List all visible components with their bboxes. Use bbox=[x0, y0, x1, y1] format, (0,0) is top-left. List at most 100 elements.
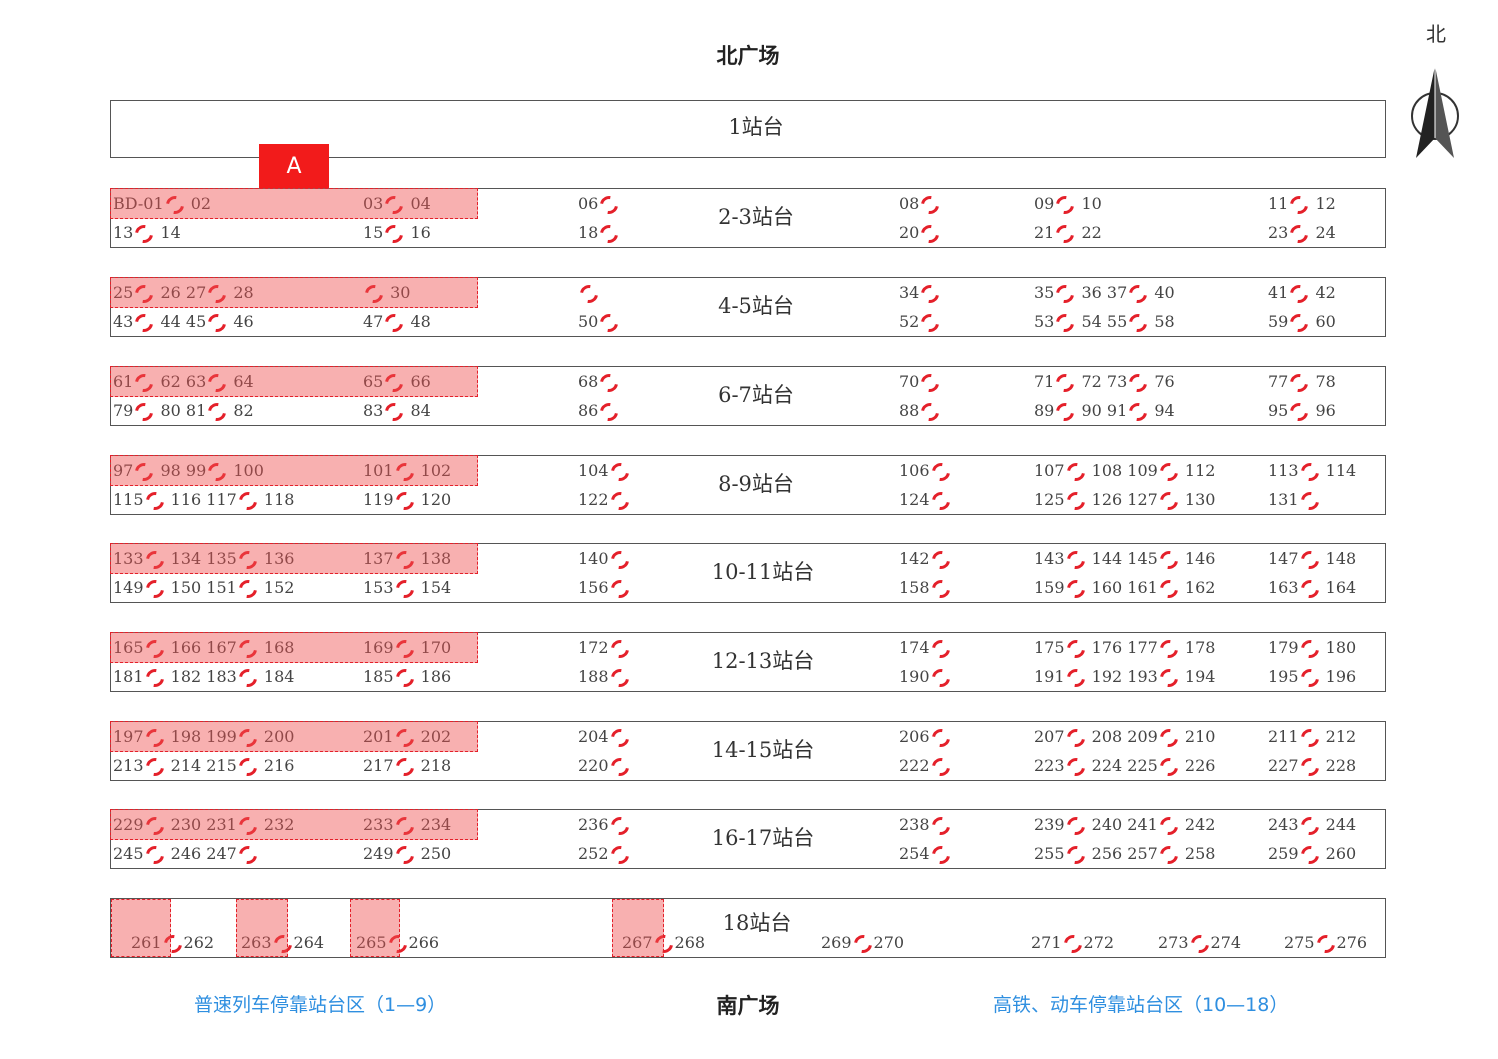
berth-number: 261 bbox=[131, 933, 162, 952]
berth-number: 16 bbox=[410, 223, 431, 242]
signal-icon bbox=[235, 664, 261, 691]
signal-icon bbox=[917, 398, 943, 425]
berth-group: 20 bbox=[899, 220, 943, 247]
signal-icon bbox=[1052, 280, 1078, 307]
berth-number: 151 bbox=[206, 578, 237, 597]
berth-number: 172 bbox=[578, 638, 609, 657]
signal-icon bbox=[1156, 487, 1182, 514]
signal-icon bbox=[381, 309, 407, 336]
berth-number: 88 bbox=[899, 401, 920, 420]
berth-number: 243 bbox=[1268, 815, 1299, 834]
berth-group: 179 180 bbox=[1268, 635, 1356, 662]
berth-group: 223 224 225 226 bbox=[1034, 753, 1215, 780]
signal-icon bbox=[1297, 635, 1323, 662]
area-a-highlight bbox=[236, 899, 288, 957]
berth-number: 96 bbox=[1315, 401, 1336, 420]
berth-number: 58 bbox=[1154, 312, 1175, 331]
berth-group: 191 192 193 194 bbox=[1034, 664, 1215, 691]
berth-group: 211 212 bbox=[1268, 724, 1356, 751]
berth-group: 95 96 bbox=[1268, 398, 1336, 425]
signal-icon bbox=[392, 487, 418, 514]
berth-group: 08 bbox=[899, 191, 943, 218]
berth-number: 113 bbox=[1268, 461, 1299, 480]
area-a-highlight bbox=[350, 899, 400, 957]
berth-group: 140 bbox=[578, 546, 633, 573]
area-a-highlight bbox=[110, 366, 478, 397]
berth-number: 20 bbox=[899, 223, 920, 242]
berth-number: 143 bbox=[1034, 549, 1065, 568]
berth-group: 149 150 151 152 bbox=[113, 575, 294, 602]
berth-number: 184 bbox=[263, 667, 295, 686]
berth-group: 197 198 199 200 bbox=[113, 724, 295, 751]
signal-icon bbox=[1052, 191, 1078, 218]
north-label: 北 bbox=[1426, 22, 1446, 46]
berth-group: 30 bbox=[361, 280, 410, 307]
signal-icon bbox=[381, 220, 407, 247]
berth-group: 107 108 109 112 bbox=[1034, 458, 1215, 485]
berth-number: 125 bbox=[1034, 490, 1065, 509]
berth-number: 186 bbox=[420, 667, 452, 686]
berth-group: 124 bbox=[899, 487, 954, 514]
berth-group: 142 bbox=[899, 546, 954, 573]
berth-group: 71 72 73 76 bbox=[1034, 369, 1175, 396]
area-a-highlight bbox=[110, 543, 478, 574]
signal-icon bbox=[1156, 458, 1182, 485]
signal-icon bbox=[607, 664, 633, 691]
berth-group: 53 54 55 58 bbox=[1034, 309, 1175, 336]
berth-number: 145 bbox=[1127, 549, 1158, 568]
berth-group: 79 80 81 82 bbox=[113, 398, 254, 425]
berth-number: 120 bbox=[420, 490, 452, 509]
berth-number: 275 bbox=[1284, 933, 1315, 952]
berth-number: 22 bbox=[1081, 223, 1102, 242]
berth-group: 204 bbox=[578, 724, 633, 751]
signal-icon bbox=[1063, 635, 1089, 662]
berth-number: 61 bbox=[113, 372, 134, 391]
berth-group: 158 bbox=[899, 575, 954, 602]
berth-number: 229 bbox=[113, 815, 144, 834]
berth-number: 80 bbox=[160, 401, 181, 420]
signal-icon bbox=[142, 841, 168, 868]
berth-number: 54 bbox=[1081, 312, 1102, 331]
berth-number: 97 bbox=[113, 461, 134, 480]
platform-label: 6-7站台 bbox=[718, 383, 794, 407]
berth-number: 272 bbox=[1083, 933, 1115, 952]
berth-group: 13 14 bbox=[113, 220, 181, 247]
signal-icon bbox=[1187, 930, 1213, 957]
berth-number: 175 bbox=[1034, 638, 1065, 657]
berth-group: 25 26 27 28 bbox=[113, 280, 254, 307]
berth-number: 142 bbox=[899, 549, 930, 568]
berth-group: 175 176 177 178 bbox=[1034, 635, 1215, 662]
berth-group: 52 bbox=[899, 309, 943, 336]
berth-number: 47 bbox=[363, 312, 384, 331]
signal-icon bbox=[1297, 487, 1323, 514]
signal-icon bbox=[235, 841, 261, 868]
berth-number: 207 bbox=[1034, 727, 1065, 746]
berth-number: 109 bbox=[1127, 461, 1158, 480]
signal-icon bbox=[1297, 753, 1323, 780]
signal-icon bbox=[1156, 753, 1182, 780]
berth-group: 252 bbox=[578, 841, 633, 868]
berth-number: 89 bbox=[1034, 401, 1055, 420]
berth-number: 147 bbox=[1268, 549, 1299, 568]
berth-group: 233 234 bbox=[363, 812, 451, 839]
berth-number: 161 bbox=[1127, 578, 1158, 597]
signal-icon bbox=[1052, 309, 1078, 336]
berth-number: 252 bbox=[578, 844, 609, 863]
berth-number: 200 bbox=[263, 727, 295, 746]
berth-group: 97 98 99 100 bbox=[113, 458, 264, 485]
berth-number: 249 bbox=[363, 844, 394, 863]
berth-number: 182 bbox=[170, 667, 202, 686]
berth-number: 191 bbox=[1034, 667, 1065, 686]
berth-number: 21 bbox=[1034, 223, 1055, 242]
berth-group: 50 bbox=[578, 309, 622, 336]
berth-number: 68 bbox=[578, 372, 599, 391]
berth-number: 169 bbox=[363, 638, 394, 657]
berth-number: 254 bbox=[899, 844, 930, 863]
signal-icon bbox=[1156, 812, 1182, 839]
berth-number: 50 bbox=[578, 312, 599, 331]
berth-number: 104 bbox=[578, 461, 609, 480]
berth-number: 55 bbox=[1106, 312, 1128, 331]
signal-icon bbox=[1052, 398, 1078, 425]
berth-group: 88 bbox=[899, 398, 943, 425]
berth-group bbox=[576, 280, 602, 307]
